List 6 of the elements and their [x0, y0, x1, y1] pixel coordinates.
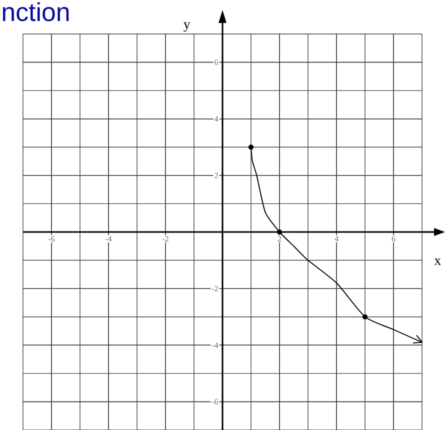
point: [248, 144, 254, 150]
y-axis-title: y: [184, 22, 190, 32]
point: [362, 314, 368, 320]
point: [276, 229, 282, 235]
chart-title: nction: [2, 2, 69, 22]
x-axis-title: x: [434, 258, 442, 265]
